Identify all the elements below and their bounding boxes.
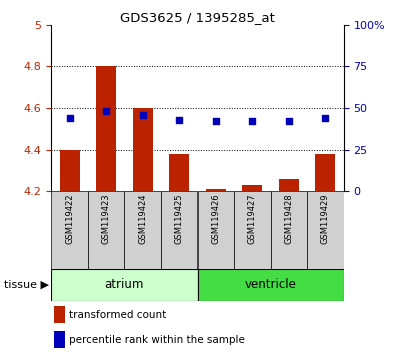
Bar xyxy=(307,191,344,269)
Bar xyxy=(54,306,64,323)
Text: GSM119425: GSM119425 xyxy=(175,194,184,244)
Bar xyxy=(315,154,335,191)
Text: GSM119427: GSM119427 xyxy=(248,194,257,244)
Point xyxy=(249,119,256,124)
Point xyxy=(176,117,182,122)
Text: GSM119422: GSM119422 xyxy=(65,194,74,244)
Text: GSM119426: GSM119426 xyxy=(211,194,220,244)
Bar xyxy=(169,154,189,191)
Text: transformed count: transformed count xyxy=(69,310,166,320)
Bar xyxy=(161,191,198,269)
Bar xyxy=(242,185,262,191)
Text: GSM119423: GSM119423 xyxy=(102,194,111,244)
Bar xyxy=(198,269,344,301)
Text: tissue ▶: tissue ▶ xyxy=(4,280,49,290)
Bar xyxy=(198,191,234,269)
Text: GSM119428: GSM119428 xyxy=(284,194,293,244)
Bar xyxy=(234,191,271,269)
Point xyxy=(322,115,329,121)
Point xyxy=(139,112,146,118)
Text: percentile rank within the sample: percentile rank within the sample xyxy=(69,335,245,344)
Text: ventricle: ventricle xyxy=(245,279,297,291)
Bar xyxy=(279,179,299,191)
Bar xyxy=(88,191,124,269)
Text: GSM119424: GSM119424 xyxy=(138,194,147,244)
Text: atrium: atrium xyxy=(105,279,144,291)
Bar xyxy=(96,66,116,191)
Point xyxy=(103,108,109,114)
Point xyxy=(66,115,73,121)
Bar xyxy=(124,191,161,269)
Point xyxy=(213,119,219,124)
Bar xyxy=(51,269,198,301)
Bar xyxy=(54,331,64,348)
Bar xyxy=(133,108,153,191)
Bar xyxy=(206,189,226,191)
Bar xyxy=(51,191,88,269)
Title: GDS3625 / 1395285_at: GDS3625 / 1395285_at xyxy=(120,11,275,24)
Bar xyxy=(60,149,80,191)
Point xyxy=(286,119,292,124)
Text: GSM119429: GSM119429 xyxy=(321,194,330,244)
Bar xyxy=(271,191,307,269)
